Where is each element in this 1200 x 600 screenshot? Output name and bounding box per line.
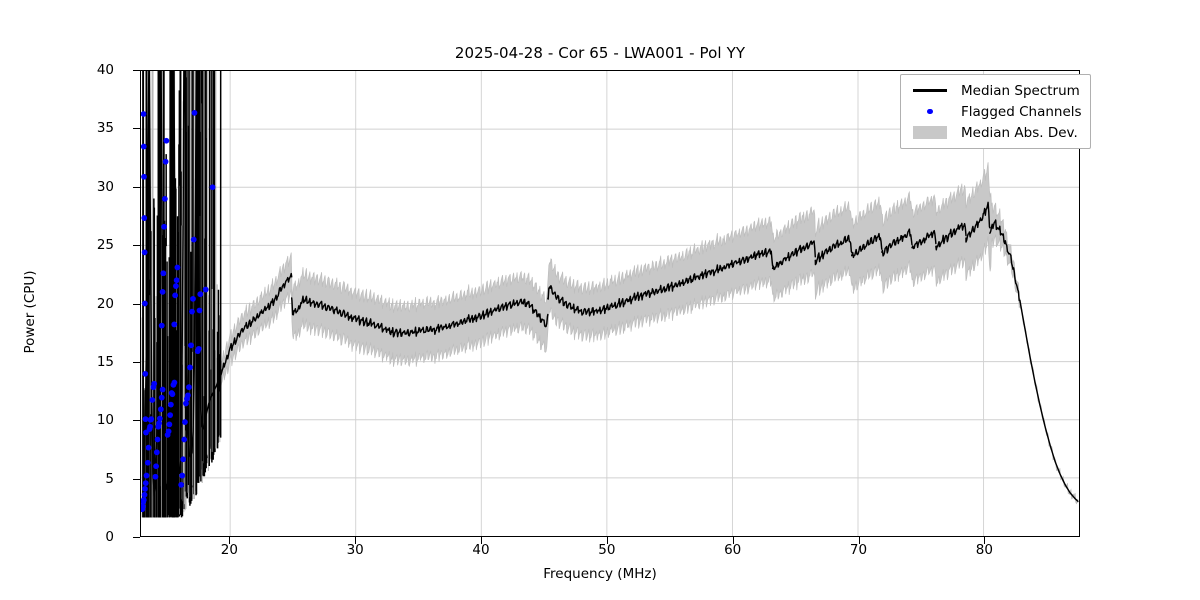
legend-label: Median Spectrum <box>961 82 1080 99</box>
legend-box[interactable]: Median Spectrum Flagged Channels Median … <box>900 74 1091 149</box>
y-axis-label: Power (CPU) <box>22 270 38 354</box>
x-tick-label: 80 <box>975 542 993 558</box>
page-title: 2025-04-28 - Cor 65 - LWA001 - Pol YY <box>454 44 746 62</box>
x-tick-mark <box>355 537 357 544</box>
legend-item-median-spectrum[interactable]: Median Spectrum <box>908 80 1082 101</box>
median-abs-dev-band <box>219 162 1079 505</box>
legend-item-flagged-channels[interactable]: Flagged Channels <box>908 101 1082 122</box>
x-tick-mark <box>858 537 860 544</box>
y-tick-label: 25 <box>96 237 114 254</box>
x-tick-label: 70 <box>849 542 868 558</box>
x-tick-mark <box>229 537 231 544</box>
y-tick-label: 35 <box>96 120 114 137</box>
legend-item-median-abs-dev[interactable]: Median Abs. Dev. <box>908 122 1082 143</box>
y-tick-mark <box>133 361 140 363</box>
dot-swatch-icon <box>908 108 952 115</box>
legend-label: Median Abs. Dev. <box>961 124 1078 141</box>
y-tick-label: 0 <box>105 529 114 545</box>
band-swatch-icon <box>908 126 952 139</box>
y-tick-label: 15 <box>96 353 114 370</box>
x-tick-mark <box>732 537 734 544</box>
y-tick-mark <box>133 303 140 305</box>
x-tick-mark <box>606 537 608 544</box>
x-axis-label: Frequency (MHz) <box>543 566 657 582</box>
y-tick-label: 20 <box>96 295 114 312</box>
y-tick-label: 5 <box>105 470 114 487</box>
x-tick-label: 40 <box>472 542 490 558</box>
line-swatch-icon <box>908 89 952 92</box>
y-tick-mark <box>133 186 140 188</box>
y-tick-mark <box>133 245 140 247</box>
y-tick-label: 10 <box>96 412 114 429</box>
x-tick-label: 20 <box>220 542 238 558</box>
y-tick-label: 40 <box>96 62 114 78</box>
spectrum-plot <box>141 71 1079 536</box>
y-tick-mark <box>133 537 140 538</box>
x-tick-label: 30 <box>346 542 364 558</box>
y-tick-mark <box>133 420 140 422</box>
y-tick-label: 30 <box>96 178 114 195</box>
y-tick-mark <box>133 128 140 130</box>
y-tick-mark <box>133 70 140 71</box>
x-tick-mark <box>481 537 483 544</box>
plot-area <box>140 70 1080 537</box>
x-tick-mark <box>984 537 986 544</box>
x-tick-label: 50 <box>598 542 616 558</box>
median-spectrum-line <box>141 71 1079 510</box>
y-tick-mark <box>133 478 140 480</box>
legend-label: Flagged Channels <box>961 103 1082 120</box>
x-tick-label: 60 <box>724 542 742 558</box>
flagged-channels-points <box>141 109 216 513</box>
